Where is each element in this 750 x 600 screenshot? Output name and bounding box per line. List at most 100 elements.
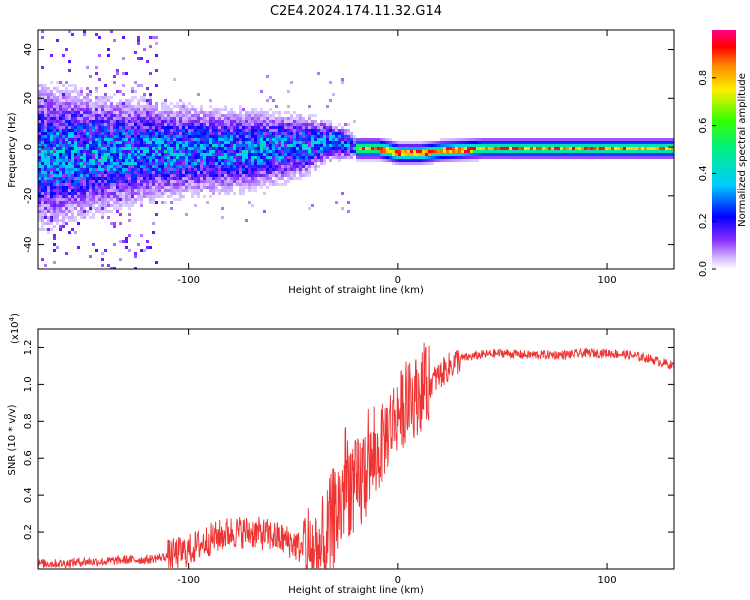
heat-cell (212, 126, 215, 129)
heat-cell (50, 177, 53, 180)
heat-cell (131, 204, 134, 207)
heat-cell (134, 186, 137, 189)
heat-cell (101, 201, 104, 204)
heat-cell (179, 123, 182, 126)
heat-cell (86, 114, 89, 117)
heat-cell (107, 141, 110, 144)
heat-cell (62, 96, 65, 99)
heat-cell (128, 147, 131, 150)
heat-cell (89, 102, 92, 105)
heat-cell (623, 156, 626, 159)
heat-cell (41, 219, 44, 222)
heat-cell (74, 165, 77, 168)
heat-cell (287, 159, 290, 162)
heat-cell (44, 90, 47, 93)
heat-cell (152, 201, 155, 204)
heat-cell (203, 165, 206, 168)
heat-cell (113, 225, 116, 228)
heat-cell (380, 156, 383, 159)
heat-cell (344, 150, 347, 153)
heat-cell (239, 129, 242, 132)
heat-cell (44, 123, 47, 126)
heat-cell (143, 120, 146, 123)
heat-cell (323, 159, 326, 162)
heat-cell (47, 96, 50, 99)
heat-cell (461, 138, 464, 141)
heat-cell (128, 207, 131, 210)
heat-cell (671, 153, 674, 156)
heat-cell (356, 156, 359, 159)
heat-cell (272, 165, 275, 168)
heat-cell (344, 156, 347, 159)
heat-cell (287, 153, 290, 156)
heat-cell (53, 201, 56, 204)
heat-cell (344, 123, 347, 126)
heat-cell (98, 108, 101, 111)
heat-cell (434, 153, 437, 156)
heat-cell (113, 153, 116, 156)
heat-cell (617, 150, 620, 153)
heat-cell (44, 222, 47, 225)
heat-cell (377, 150, 380, 153)
heat-cell (53, 132, 56, 135)
heat-cell (65, 252, 68, 255)
heat-cell (464, 141, 467, 144)
heat-cell (140, 165, 143, 168)
heat-cell (80, 213, 83, 216)
heat-cell (245, 153, 248, 156)
heat-cell (251, 177, 254, 180)
heat-cell (617, 138, 620, 141)
heat-cell (281, 177, 284, 180)
heat-cell (284, 159, 287, 162)
heat-cell (245, 117, 248, 120)
heat-cell (164, 147, 167, 150)
heat-cell (260, 111, 263, 114)
heat-cell (80, 93, 83, 96)
heat-cell (227, 177, 230, 180)
heat-cell (134, 150, 137, 153)
heat-cell (662, 138, 665, 141)
heat-cell (338, 147, 341, 150)
heat-cell (512, 153, 515, 156)
heat-cell (98, 183, 101, 186)
heat-cell (284, 153, 287, 156)
heat-cell (263, 168, 266, 171)
heat-cell (56, 81, 59, 84)
heat-cell (80, 162, 83, 165)
heat-cell (110, 105, 113, 108)
heat-cell (134, 162, 137, 165)
heat-cell (62, 138, 65, 141)
heat-cell (140, 159, 143, 162)
heat-cell (266, 162, 269, 165)
heat-cell (59, 138, 62, 141)
heat-cell (80, 156, 83, 159)
heat-cell (227, 165, 230, 168)
heat-cell (278, 114, 281, 117)
heat-cell (92, 108, 95, 111)
heat-cell (221, 117, 224, 120)
heat-cell (170, 192, 173, 195)
heat-cell (53, 162, 56, 165)
heat-cell (266, 168, 269, 171)
heat-cell (284, 141, 287, 144)
heat-cell (299, 153, 302, 156)
heat-cell (605, 150, 608, 153)
heat-cell (50, 210, 53, 213)
heat-cell (41, 198, 44, 201)
heat-cell (428, 144, 431, 147)
heat-cell (455, 147, 458, 150)
heat-cell (212, 141, 215, 144)
heat-cell (71, 150, 74, 153)
heat-cell (98, 153, 101, 156)
heat-cell (203, 183, 206, 186)
heat-cell (59, 153, 62, 156)
heat-cell (482, 153, 485, 156)
heat-cell (101, 264, 104, 267)
heat-cell (206, 129, 209, 132)
heat-cell (332, 135, 335, 138)
heat-cell (380, 159, 383, 162)
heat-cell (290, 123, 293, 126)
heat-cell (248, 129, 251, 132)
heat-cell (203, 162, 206, 165)
heat-cell (128, 249, 131, 252)
